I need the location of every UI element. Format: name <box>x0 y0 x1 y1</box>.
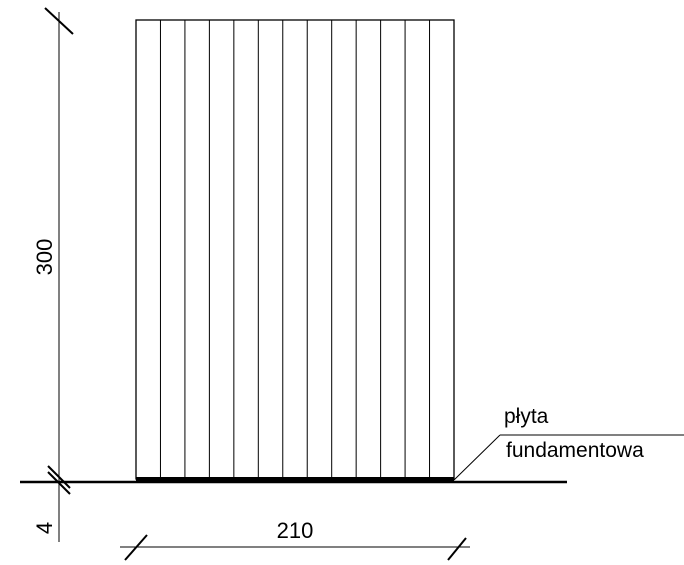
label-line-1: płyta <box>504 405 549 428</box>
height-dimension: 300 4 <box>32 7 74 542</box>
height-dimension-base-tick-2 <box>47 471 71 495</box>
board-joints <box>159 20 431 479</box>
height-dimension-value: 300 <box>32 239 57 276</box>
wall-panel-outline <box>135 19 455 480</box>
label-leader-line <box>453 434 501 481</box>
slab-thickness-value: 4 <box>32 522 57 534</box>
slab-label: płyta fundamentowa <box>453 405 684 481</box>
label-line-2: fundamentowa <box>506 439 644 462</box>
wall-panel <box>135 19 455 480</box>
width-dimension-left-tick <box>124 534 148 561</box>
slab-band <box>136 477 454 482</box>
height-dimension-top-tick <box>44 7 74 35</box>
height-dimension-base-tick-1 <box>47 465 71 489</box>
foundation-slab <box>20 477 567 484</box>
width-dimension-value: 210 <box>277 518 314 543</box>
width-dimension: 210 <box>120 518 470 561</box>
width-dimension-right-tick <box>447 537 467 561</box>
